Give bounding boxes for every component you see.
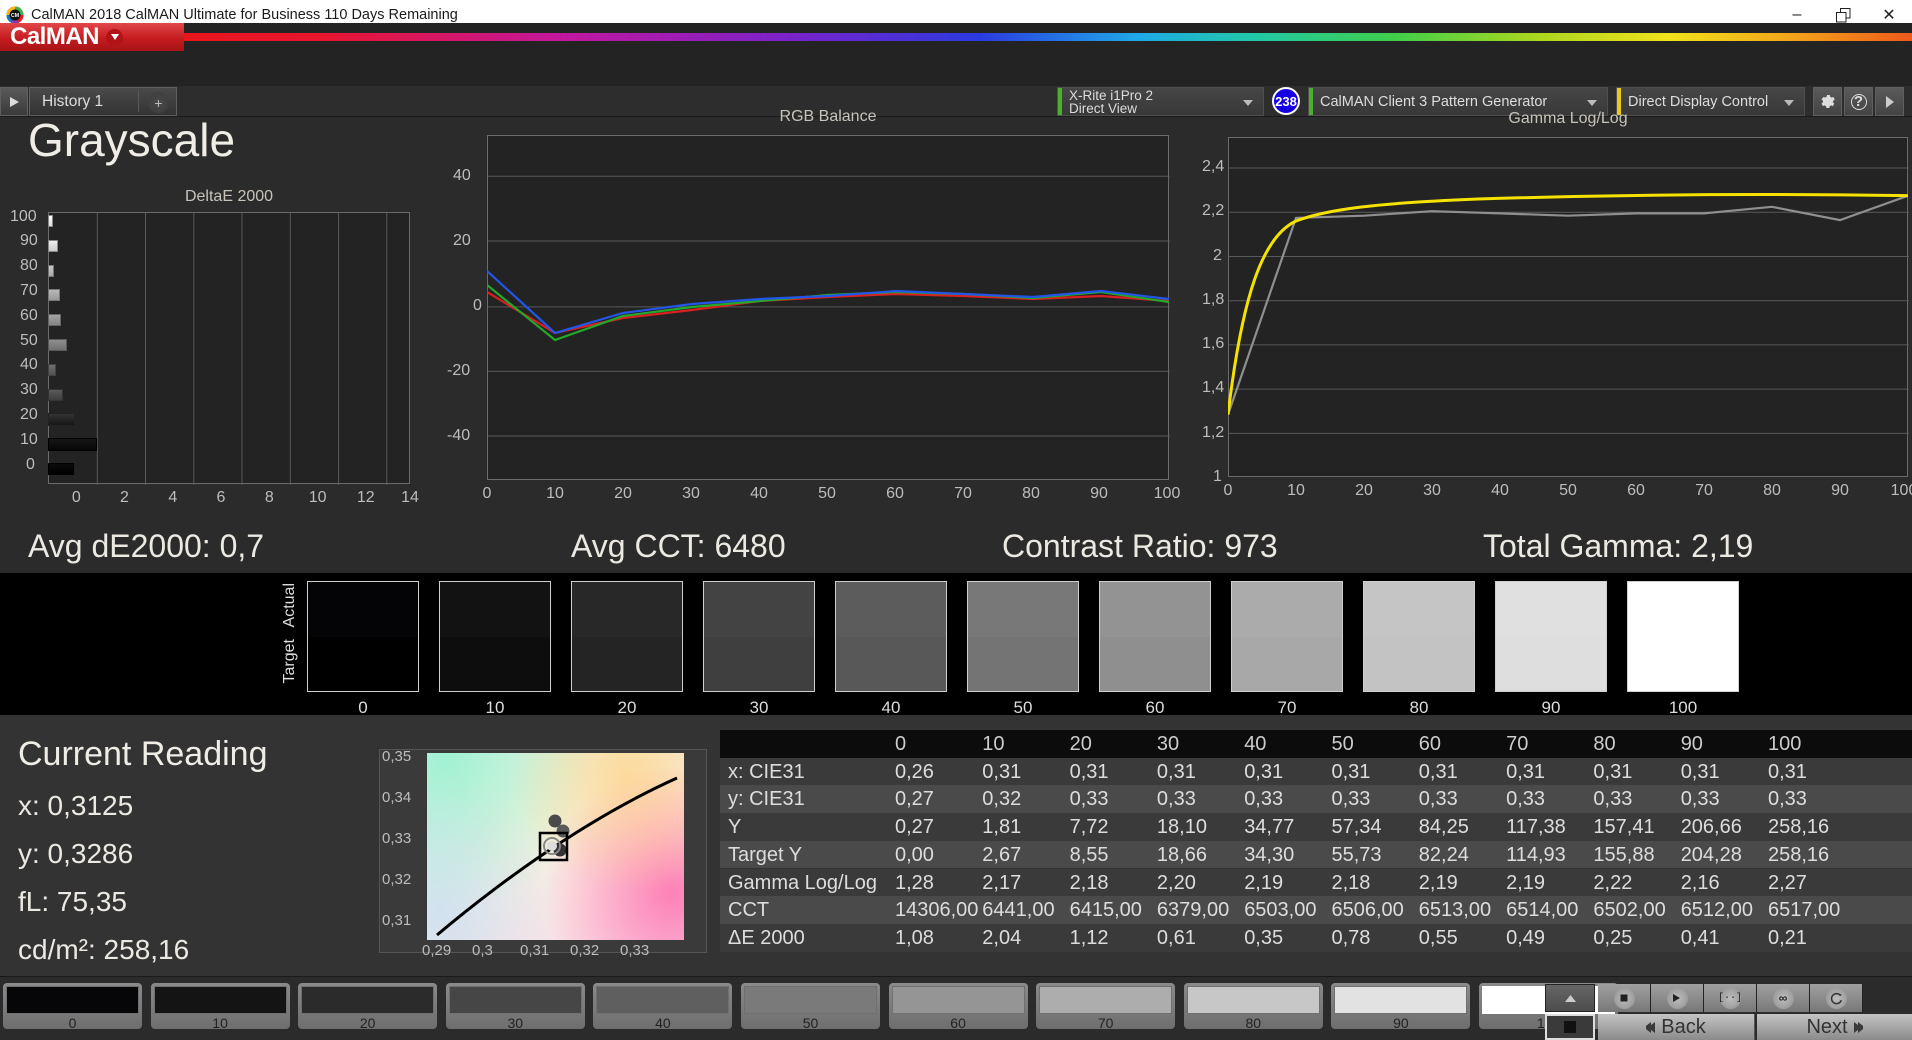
svg-text:CM: CM bbox=[11, 13, 19, 19]
